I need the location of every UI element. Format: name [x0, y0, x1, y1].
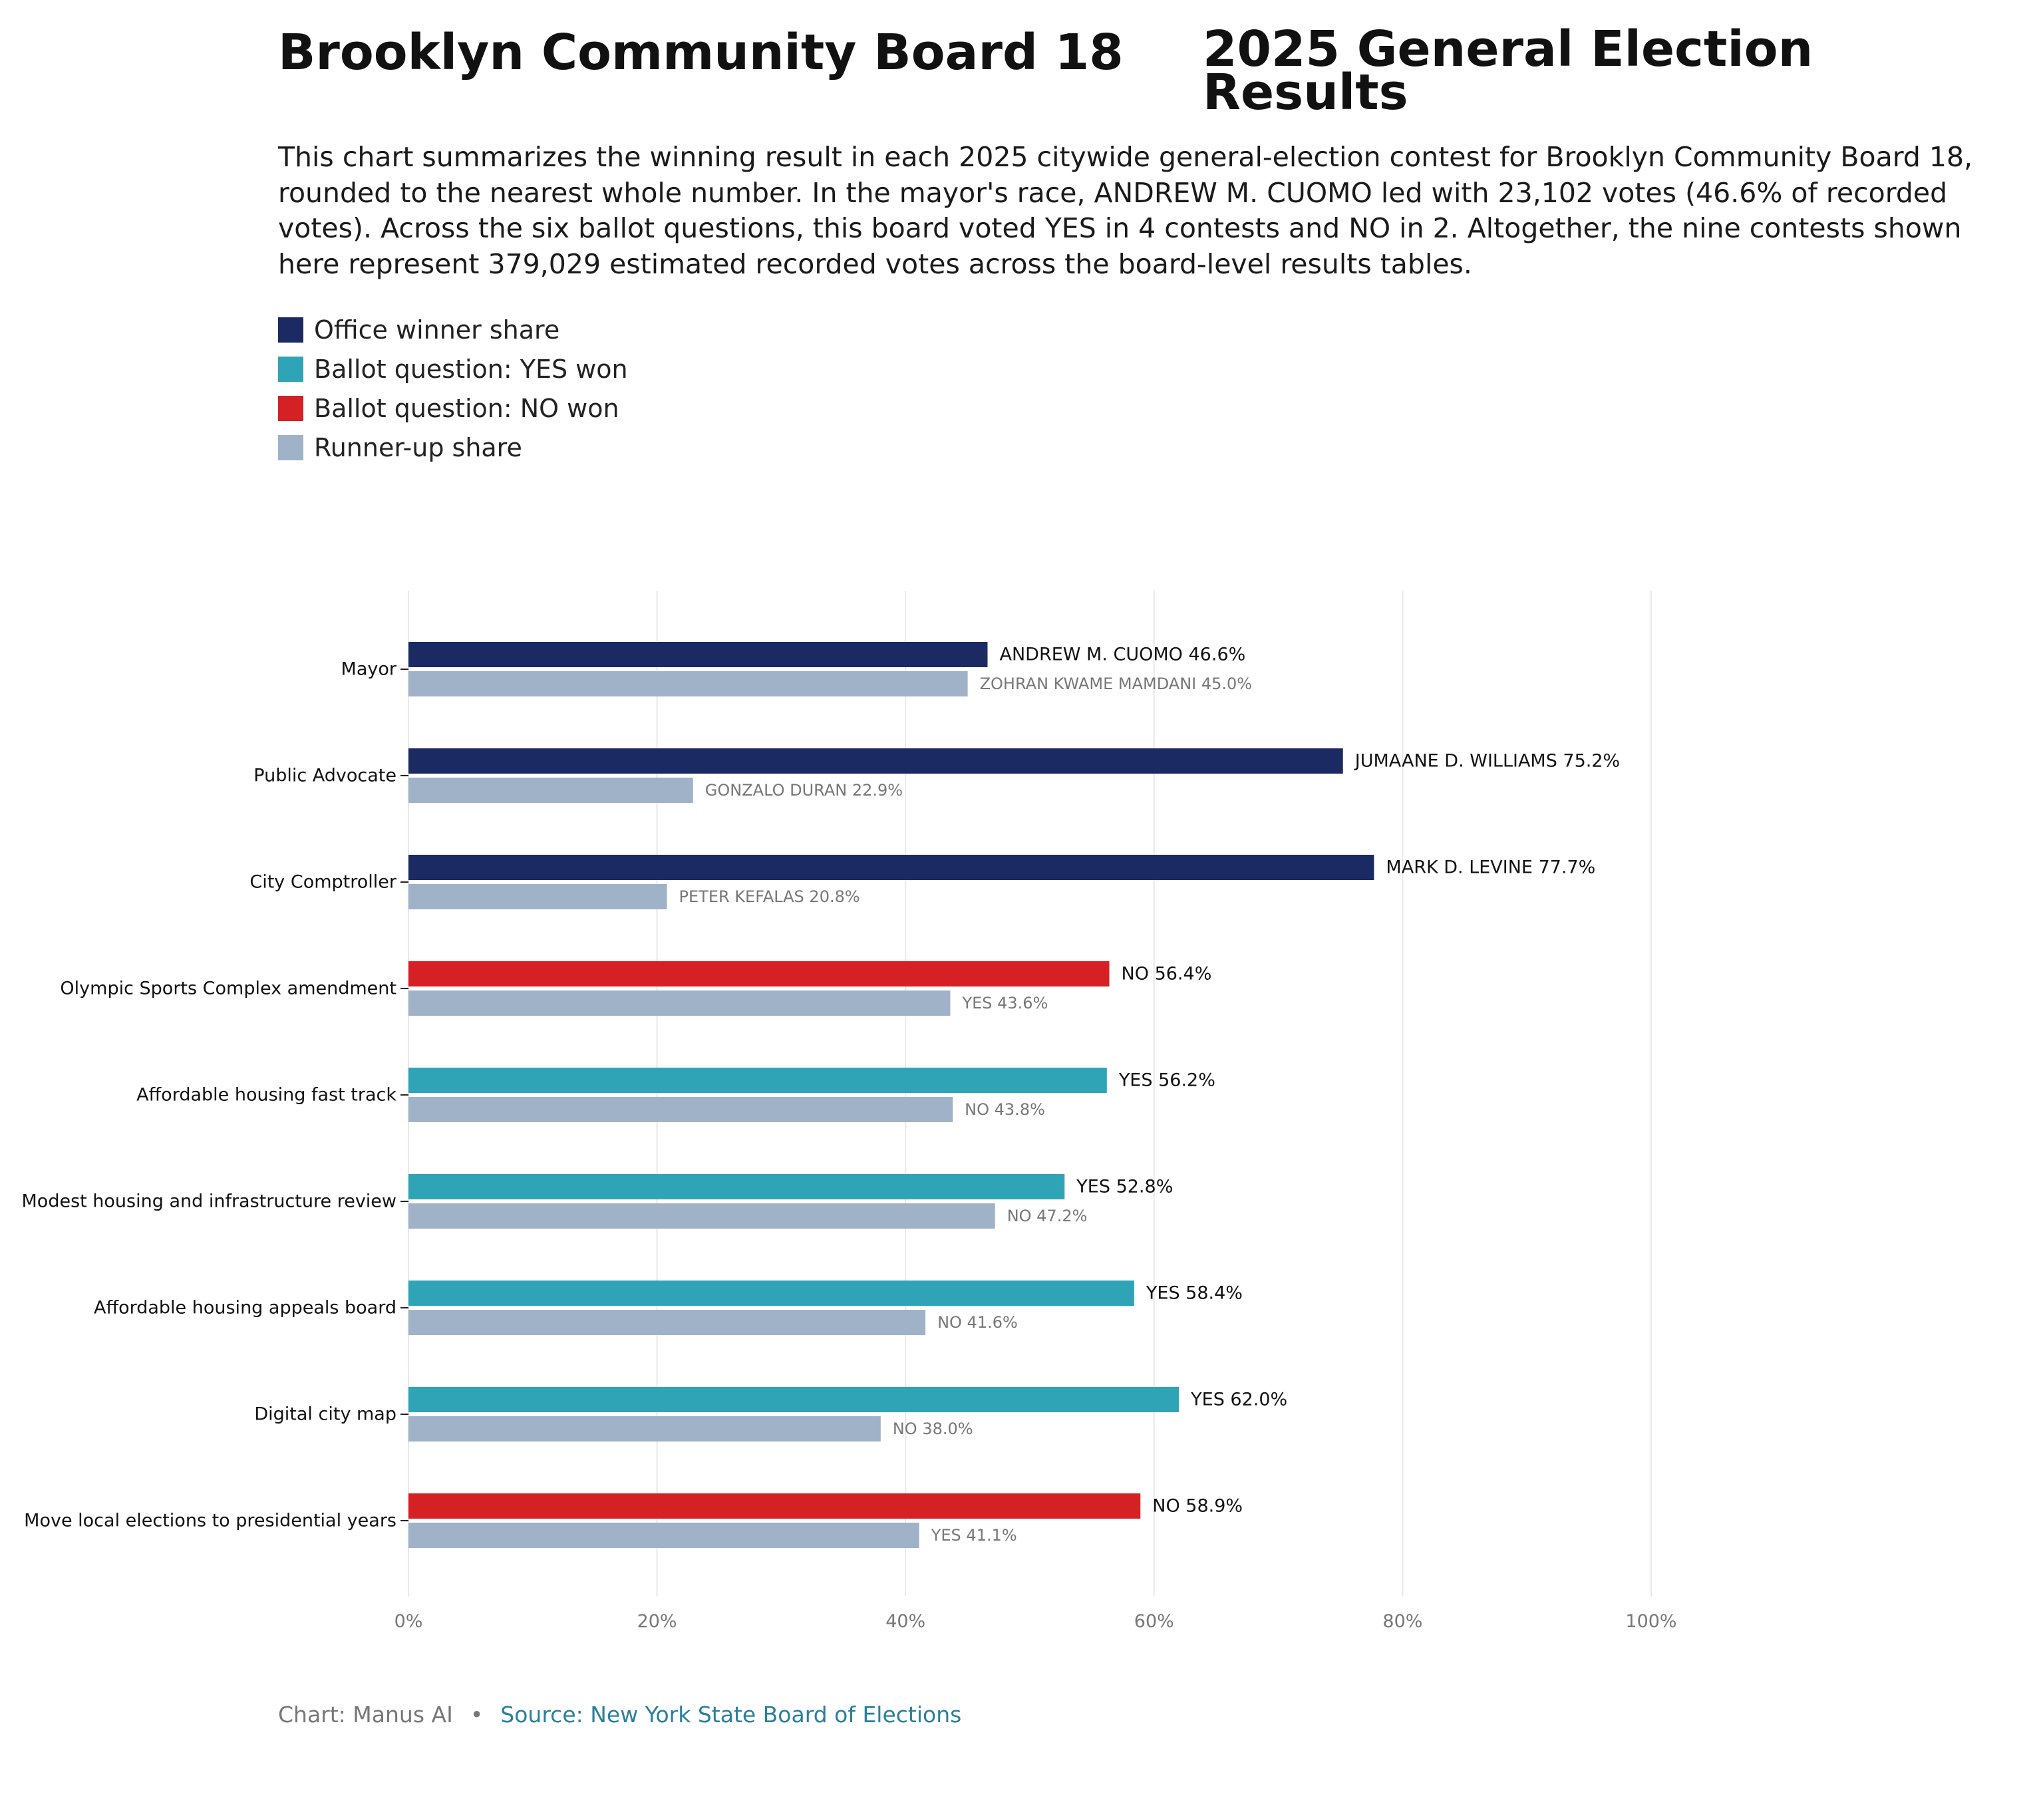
winner-data-label: YES 56.2%: [1118, 1070, 1215, 1091]
winner-data-label: YES 58.4%: [1146, 1283, 1243, 1304]
winner-data-label: YES 62.0%: [1190, 1390, 1287, 1410]
runner-up-bar: [408, 778, 693, 803]
x-tick-label: 40%: [885, 1611, 925, 1632]
winner-bar: [408, 748, 1343, 774]
y-tick-label: Affordable housing fast track: [136, 1085, 396, 1106]
runner-up-data-label: NO 38.0%: [893, 1420, 973, 1438]
x-tick-label: 60%: [1134, 1611, 1174, 1632]
y-tick-label: Affordable housing appeals board: [94, 1298, 396, 1318]
y-tick-label: City Comptroller: [249, 872, 397, 893]
legend-label-yes-won: Ballot question: YES won: [314, 354, 628, 384]
legend-item-yes-won: Ballot question: YES won: [278, 349, 628, 388]
x-tick-label: 80%: [1382, 1611, 1422, 1632]
source-link[interactable]: Source: New York State Board of Election…: [500, 1702, 962, 1728]
winner-data-label: JUMAANE D. WILLIAMS 75.2%: [1354, 751, 1620, 772]
winner-data-label: MARK D. LEVINE 77.7%: [1386, 857, 1595, 878]
chart-credit: Chart: Manus AI: [278, 1702, 453, 1728]
winner-data-label: NO 58.9%: [1152, 1496, 1243, 1517]
legend-swatch-yes-won: [278, 356, 303, 382]
winner-bar: [408, 1281, 1134, 1306]
runner-up-data-label: GONZALO DURAN 22.9%: [705, 781, 903, 800]
legend-item-no-won: Ballot question: NO won: [278, 388, 628, 428]
winner-bar: [408, 1493, 1141, 1519]
chart-title-left: Brooklyn Community Board 18: [278, 24, 1124, 81]
y-tick-label: Olympic Sports Complex amendment: [60, 979, 396, 999]
winner-bar: [408, 1068, 1107, 1093]
runner-up-bar: [408, 671, 968, 696]
runner-up-bar: [408, 884, 667, 909]
y-tick-label: Modest housing and infrastructure review: [22, 1191, 397, 1212]
legend-item-runner-up: Runner-up share: [278, 428, 628, 467]
runner-up-data-label: ZOHRAN KWAME MAMDANI 45.0%: [980, 675, 1253, 693]
winner-bar: [408, 642, 988, 667]
legend-label-office-winner: Office winner share: [314, 315, 560, 345]
runner-up-bar: [408, 990, 951, 1016]
runner-up-data-label: YES 41.1%: [931, 1526, 1017, 1545]
runner-up-bar: [408, 1203, 995, 1229]
runner-up-bar: [408, 1416, 881, 1441]
chart-subtitle: This chart summarizes the winning result…: [278, 141, 1973, 280]
y-tick-label: Digital city map: [254, 1404, 396, 1425]
winner-bar: [408, 961, 1110, 986]
y-tick-label: Public Advocate: [253, 766, 396, 786]
footer-separator: •: [470, 1702, 484, 1728]
chart-footer: Chart: Manus AI • Source: New York State B…: [278, 1702, 961, 1728]
runner-up-bar: [408, 1523, 919, 1548]
legend-swatch-runner-up: [278, 434, 303, 460]
legend-label-no-won: Ballot question: NO won: [314, 393, 619, 423]
legend-swatch-office-winner: [278, 317, 303, 343]
y-tick-label: Mayor: [341, 659, 397, 680]
y-tick-label: Move local elections to presidential yea…: [24, 1511, 396, 1531]
legend-item-office-winner: Office winner share: [278, 310, 628, 349]
runner-up-data-label: PETER KEFALAS 20.8%: [679, 887, 860, 906]
winner-data-label: YES 52.8%: [1076, 1177, 1173, 1197]
x-tick-label: 20%: [637, 1611, 677, 1632]
x-tick-label: 100%: [1625, 1611, 1676, 1632]
runner-up-bar: [408, 1097, 953, 1122]
chart-legend: Office winner share Ballot question: YES…: [278, 310, 628, 467]
legend-swatch-no-won: [278, 395, 303, 421]
chart-title-right: 2025 General Election Results: [1203, 21, 1813, 122]
winner-data-label: NO 56.4%: [1122, 964, 1212, 985]
runner-up-data-label: NO 43.8%: [965, 1100, 1045, 1119]
runner-up-data-label: NO 41.6%: [937, 1313, 1018, 1332]
legend-label-runner-up: Runner-up share: [314, 432, 522, 462]
winner-bar: [408, 1174, 1065, 1199]
runner-up-data-label: NO 47.2%: [1007, 1207, 1088, 1225]
winner-data-label: ANDREW M. CUOMO 46.6%: [999, 645, 1245, 665]
winner-bar: [408, 1387, 1179, 1412]
x-tick-label: 0%: [394, 1611, 423, 1632]
winner-bar: [408, 855, 1374, 880]
runner-up-bar: [408, 1310, 926, 1335]
runner-up-data-label: YES 43.6%: [961, 994, 1048, 1012]
